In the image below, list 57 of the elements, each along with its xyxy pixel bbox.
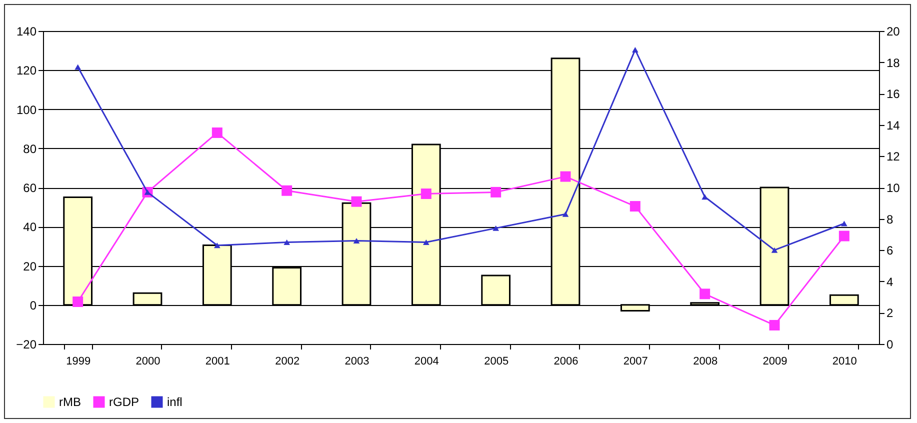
point: [702, 194, 708, 200]
x-tick-label: 1999: [66, 356, 91, 368]
point: [490, 186, 502, 198]
y2-tick-label: 0: [886, 338, 894, 352]
y2-tick-label: 8: [886, 212, 894, 226]
x-tick-label: 2006: [554, 356, 578, 368]
point: [74, 64, 81, 70]
point: [284, 240, 290, 246]
point: [420, 188, 432, 200]
x-tick-label: 2007: [623, 356, 648, 368]
point: [423, 240, 430, 246]
y-tick-label: 0: [30, 298, 37, 312]
y2-tick-label: 2: [886, 306, 894, 320]
y-tick-label: 60: [23, 181, 37, 195]
point: [838, 230, 850, 242]
point: [72, 296, 84, 307]
legend-label: rMB: [59, 395, 81, 409]
point: [630, 201, 640, 212]
point: [632, 47, 638, 53]
y-tick-label: −20: [16, 338, 37, 352]
point: [212, 127, 222, 138]
y2-tick-label: 20: [886, 24, 900, 38]
x-tick-label: 2002: [275, 356, 300, 368]
y-tick-label: 80: [23, 142, 37, 156]
y2-tick-label: 6: [886, 244, 894, 258]
x-tick-label: 2003: [344, 356, 370, 368]
x-tick-label: 2005: [484, 356, 509, 368]
x-tick-label: 2001: [205, 356, 230, 368]
legend-label: infl: [167, 395, 182, 409]
point: [841, 220, 848, 226]
y2-tick-label: 4: [886, 274, 894, 289]
point: [351, 196, 362, 207]
x-tick-label: 2000: [136, 356, 160, 368]
legend-label: rGDP: [109, 395, 139, 409]
y2-tick-label: 18: [886, 56, 900, 70]
point: [769, 320, 780, 330]
point: [282, 185, 292, 196]
point: [492, 225, 499, 231]
y2-tick-label: 12: [886, 150, 900, 164]
y2-tick-label: 14: [886, 118, 900, 132]
x-tick-label: 2008: [693, 356, 718, 368]
point: [700, 288, 710, 300]
y-tick-label: 140: [16, 24, 37, 38]
point: [560, 171, 571, 182]
point: [562, 211, 569, 217]
y-tick-label: 120: [16, 64, 37, 78]
y2-tick-label: 16: [886, 87, 900, 102]
point: [214, 242, 220, 248]
y2-tick-label: 10: [886, 181, 900, 195]
y-tick-label: 100: [16, 102, 37, 117]
point: [353, 238, 360, 244]
point: [771, 247, 778, 253]
y-tick-label: 20: [23, 259, 37, 274]
x-tick-label: 2010: [832, 356, 857, 368]
x-tick-label: 2004: [414, 356, 439, 368]
x-tick-label: 2009: [762, 356, 788, 368]
y-tick-label: 40: [23, 220, 37, 234]
